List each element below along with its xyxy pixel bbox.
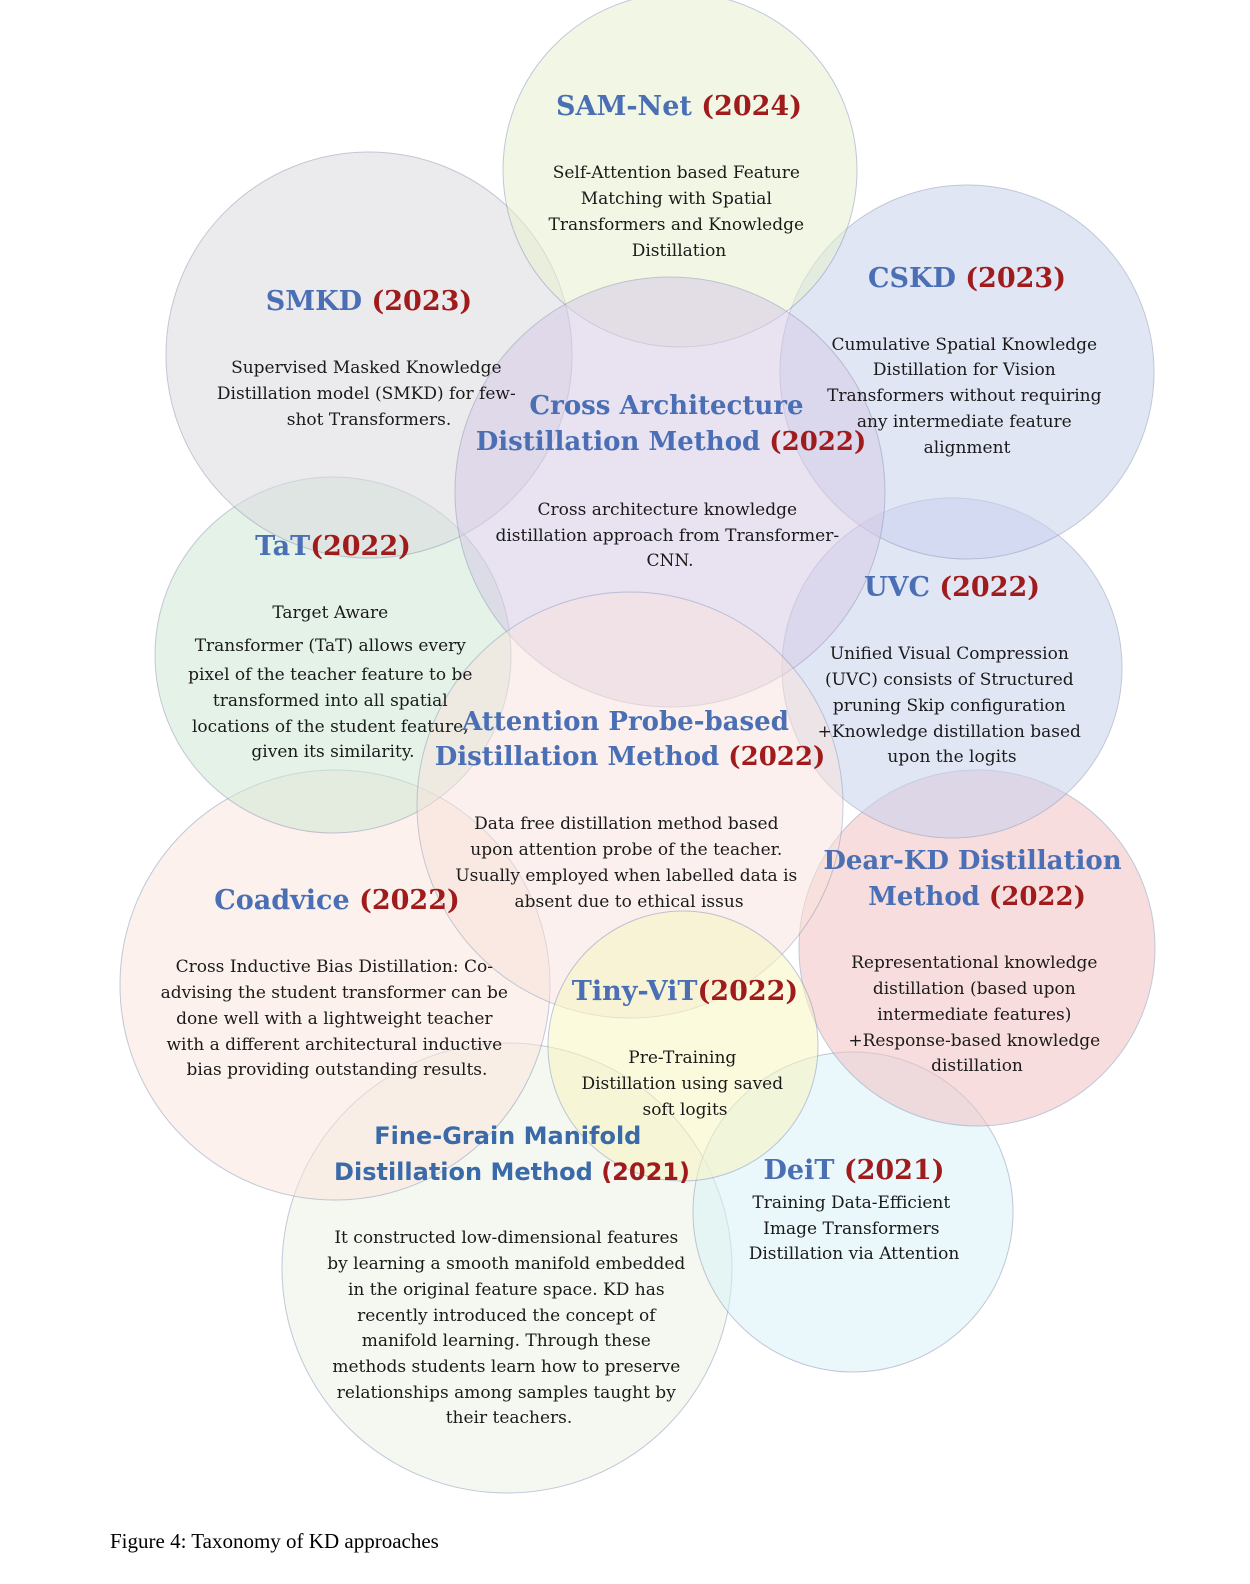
node-tiny-vit: Tiny-ViT(2022) Pre-Training Distillation… bbox=[572, 976, 798, 1120]
node-title: DeiT (2021) bbox=[763, 1155, 944, 1186]
node-sam-net: SAM-Net (2024) Self-Attention based Feat… bbox=[549, 91, 810, 261]
node-description: Supervised Masked Knowledge Distillation… bbox=[217, 358, 521, 430]
node-cross-architecture: Cross Architecture Distillation Method (… bbox=[476, 391, 867, 571]
node-smkd: SMKD (2023) Supervised Masked Knowledge … bbox=[217, 286, 521, 430]
node-description: It constructed low-dimensional features … bbox=[327, 1228, 690, 1428]
figure-caption: Figure 4: Taxonomy of KD approaches bbox=[110, 1529, 439, 1553]
node-title: Fine-Grain Manifold Distillation Method … bbox=[334, 1122, 690, 1186]
circle-tiny-vit bbox=[547, 910, 819, 1182]
node-dear-kd: Dear-KD Distillation Method (2022) Repre… bbox=[823, 846, 1130, 1076]
circle-layer bbox=[119, 0, 1156, 1494]
node-attention-probe: Attention Probe-based Distillation Metho… bbox=[435, 707, 826, 912]
node-description: Self-Attention based Feature Matching wi… bbox=[549, 163, 810, 261]
node-title: Tiny-ViT(2022) bbox=[572, 976, 798, 1007]
node-description: Unified Visual Compression (UVC) consist… bbox=[818, 644, 1087, 767]
node-title: SMKD (2023) bbox=[266, 286, 472, 317]
node-title: Coadvice (2022) bbox=[214, 885, 460, 916]
node-uvc: UVC (2022) Unified Visual Compression (U… bbox=[818, 572, 1087, 767]
node-description: Target Aware Transformer (TaT) allows ev… bbox=[188, 603, 478, 762]
node-coadvice: Coadvice (2022) Cross Inductive Bias Dis… bbox=[161, 885, 514, 1080]
node-description: Cross architecture knowledge distillatio… bbox=[495, 500, 844, 571]
node-description: Training Data-Efficient Image Transforme… bbox=[749, 1193, 960, 1264]
node-fine-grain: Fine-Grain Manifold Distillation Method … bbox=[327, 1122, 690, 1428]
node-description: Representational knowledge distillation … bbox=[848, 953, 1105, 1076]
node-description: Cross Inductive Bias Distillation: Co- a… bbox=[161, 957, 514, 1080]
node-title: TaT(2022) bbox=[255, 531, 411, 562]
node-title: Dear-KD Distillation Method (2022) bbox=[823, 846, 1130, 912]
node-tat: TaT(2022) Target Aware Transformer (TaT)… bbox=[188, 531, 478, 762]
node-title: UVC (2022) bbox=[864, 572, 1040, 603]
node-cskd: CSKD (2023) Cumulative Spatial Knowledge… bbox=[827, 263, 1107, 458]
node-title: SAM-Net (2024) bbox=[556, 91, 802, 122]
node-description: Pre-Training Distillation using saved so… bbox=[581, 1048, 788, 1120]
node-deit: DeiT (2021) Training Data-Efficient Imag… bbox=[749, 1155, 960, 1264]
node-title: CSKD (2023) bbox=[868, 263, 1066, 294]
node-description: Cumulative Spatial Knowledge Distillatio… bbox=[827, 335, 1107, 458]
node-title: Cross Architecture Distillation Method (… bbox=[476, 391, 867, 457]
node-title: Attention Probe-based Distillation Metho… bbox=[435, 707, 826, 772]
node-description: Data free distillation method based upon… bbox=[455, 814, 802, 912]
